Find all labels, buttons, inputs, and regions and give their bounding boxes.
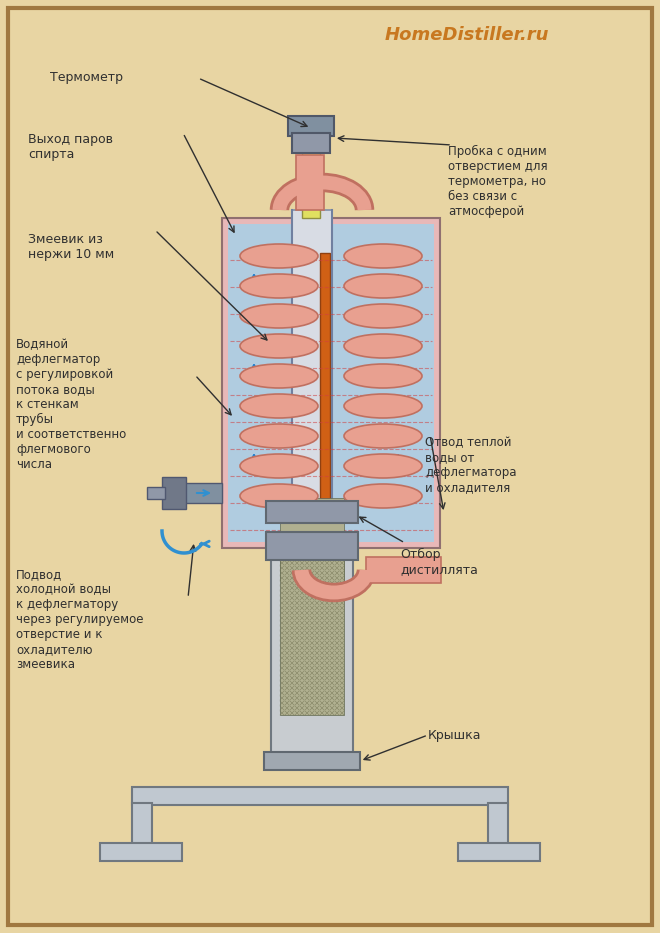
FancyBboxPatch shape: [222, 218, 440, 548]
FancyBboxPatch shape: [228, 224, 434, 542]
FancyBboxPatch shape: [132, 787, 508, 805]
FancyBboxPatch shape: [288, 116, 334, 136]
Ellipse shape: [344, 364, 422, 388]
Ellipse shape: [344, 274, 422, 298]
Text: Термометр: Термометр: [50, 72, 123, 85]
Ellipse shape: [344, 244, 422, 268]
FancyBboxPatch shape: [320, 253, 330, 533]
FancyBboxPatch shape: [292, 210, 332, 556]
Text: Пробка с одним
отверстием для
термометра, но
без связи с
атмосферой: Пробка с одним отверстием для термометра…: [448, 145, 548, 218]
Text: Змеевик из
нержи 10 мм: Змеевик из нержи 10 мм: [28, 233, 114, 261]
Ellipse shape: [344, 394, 422, 418]
FancyBboxPatch shape: [366, 557, 441, 583]
FancyBboxPatch shape: [271, 556, 353, 755]
Ellipse shape: [240, 334, 318, 358]
FancyBboxPatch shape: [147, 487, 165, 499]
Ellipse shape: [344, 334, 422, 358]
FancyBboxPatch shape: [280, 558, 344, 715]
FancyBboxPatch shape: [292, 133, 330, 153]
Ellipse shape: [344, 424, 422, 448]
Text: Крышка: Крышка: [428, 729, 482, 742]
FancyBboxPatch shape: [8, 8, 652, 925]
FancyBboxPatch shape: [302, 123, 320, 218]
FancyBboxPatch shape: [280, 498, 344, 580]
Ellipse shape: [344, 484, 422, 508]
FancyBboxPatch shape: [266, 501, 358, 523]
Ellipse shape: [240, 394, 318, 418]
FancyBboxPatch shape: [132, 803, 152, 845]
Text: Отвод теплой
воды от
дефлегматора
и охладителя: Отвод теплой воды от дефлегматора и охла…: [425, 436, 517, 494]
FancyBboxPatch shape: [458, 843, 540, 861]
Ellipse shape: [240, 274, 318, 298]
Text: Водяной
дефлегматор
с регулировкой
потока воды
к стенкам
трубы
и соответственно
: Водяной дефлегматор с регулировкой поток…: [16, 338, 126, 471]
Text: Подвод
холодной воды
к дефлегматору
через регулируемое
отверстие и к
охладителю
: Подвод холодной воды к дефлегматору чере…: [16, 568, 143, 671]
Text: Выход паров
спирта: Выход паров спирта: [28, 133, 113, 161]
Ellipse shape: [240, 454, 318, 478]
Ellipse shape: [240, 484, 318, 508]
Ellipse shape: [344, 304, 422, 328]
FancyBboxPatch shape: [320, 498, 330, 533]
FancyBboxPatch shape: [162, 477, 186, 509]
Ellipse shape: [240, 364, 318, 388]
Text: HomeDistiller.ru: HomeDistiller.ru: [385, 26, 550, 44]
FancyBboxPatch shape: [488, 803, 508, 845]
Ellipse shape: [240, 424, 318, 448]
FancyBboxPatch shape: [100, 843, 182, 861]
FancyBboxPatch shape: [296, 155, 324, 210]
Ellipse shape: [344, 454, 422, 478]
Ellipse shape: [240, 244, 318, 268]
FancyBboxPatch shape: [264, 752, 360, 770]
Text: Отбор
дистиллята: Отбор дистиллята: [400, 548, 478, 576]
FancyBboxPatch shape: [184, 483, 222, 503]
FancyBboxPatch shape: [266, 532, 358, 560]
Ellipse shape: [240, 304, 318, 328]
